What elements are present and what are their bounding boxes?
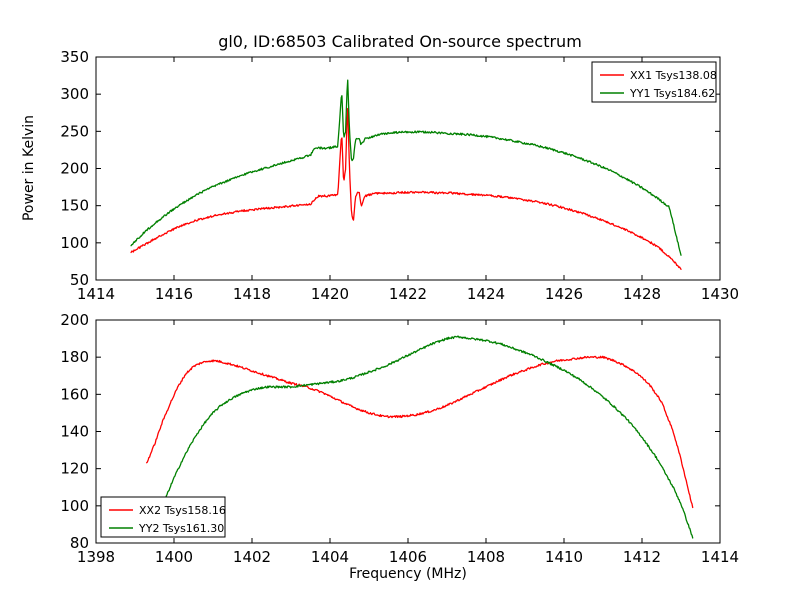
x-tick-label: 1408	[467, 548, 505, 566]
x-tick-label: 1410	[545, 548, 583, 566]
legend	[100, 496, 226, 538]
legend-label: XX1 Tsys138.08	[630, 69, 717, 82]
x-tick-label: 1402	[233, 548, 271, 566]
y-tick-label: 120	[60, 460, 89, 478]
x-tick-label: 1430	[701, 285, 739, 303]
y-tick-label: 200	[60, 160, 89, 178]
legend-label: YY2 Tsys161.30	[138, 522, 224, 535]
x-tick-label: 1420	[311, 285, 349, 303]
y-tick-label: 160	[60, 385, 89, 403]
y-axis-label: Power in Kelvin	[21, 115, 37, 221]
legend	[591, 61, 717, 103]
page-title: gl0, ID:68503 Calibrated On-source spect…	[218, 32, 582, 51]
legend-label: XX2 Tsys158.16	[139, 504, 226, 517]
y-tick-label: 250	[60, 122, 89, 140]
x-tick-label: 1416	[155, 285, 193, 303]
y-tick-label: 300	[60, 85, 89, 103]
x-tick-label: 1414	[701, 548, 739, 566]
y-tick-label: 50	[70, 271, 89, 289]
x-tick-label: 1426	[545, 285, 583, 303]
top-panel: 1414 1416 1418 1420 1422 1424 1426 1428 1430 50 10…	[60, 48, 739, 303]
x-tick-label: 1424	[467, 285, 505, 303]
y-tick-label: 350	[60, 48, 89, 66]
data-series-yy	[130, 79, 682, 256]
x-tick-label: 1428	[623, 285, 661, 303]
y-tick-label: 80	[70, 534, 89, 552]
x-tick-label: 1422	[389, 285, 427, 303]
y-tick-label: 100	[60, 234, 89, 252]
y-tick-label: 140	[60, 423, 89, 441]
data-series-xx	[146, 355, 694, 509]
x-tick-label: 1406	[389, 548, 427, 566]
y-tick-label: 200	[60, 311, 89, 329]
data-series-yy	[149, 335, 694, 539]
x-tick-label: 1404	[311, 548, 349, 566]
legend-label: YY1 Tsys184.62	[629, 87, 715, 100]
x-tick-label: 1412	[623, 548, 661, 566]
bottom-panel: 1398 1400 1402 1404 1406 1408 1410 1412 1414 80 10…	[60, 311, 739, 566]
x-tick-label: 1398	[77, 548, 115, 566]
x-tick-label: 1418	[233, 285, 271, 303]
x-tick-label: 1400	[155, 548, 193, 566]
x-tick-label: 1414	[77, 285, 115, 303]
x-axis-label: Frequency (MHz)	[349, 566, 467, 582]
y-tick-label: 150	[60, 197, 89, 215]
data-series-xx	[130, 107, 682, 270]
y-tick-label: 180	[60, 348, 89, 366]
y-tick-label: 100	[60, 497, 89, 515]
